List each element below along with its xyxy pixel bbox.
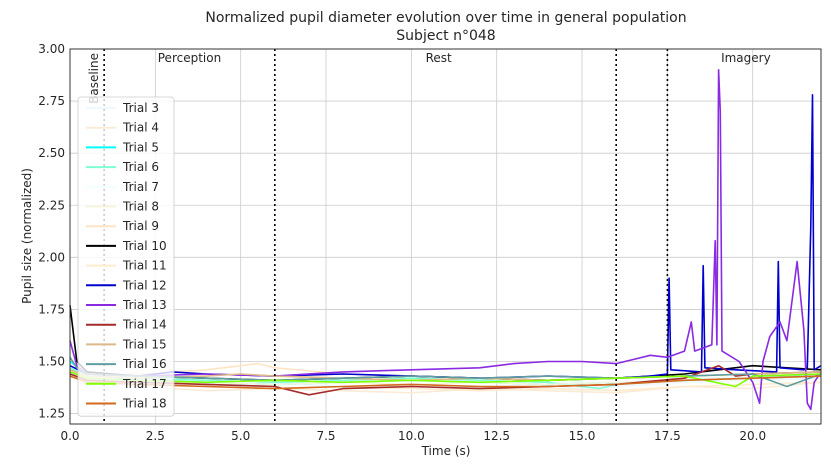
legend-label: Trial 15 [122,337,167,351]
legend-label: Trial 4 [122,121,159,135]
y-axis-label: Pupil size (normalized) [20,168,34,304]
x-tick-label: 15.0 [569,429,596,443]
legend-label: Trial 10 [122,239,167,253]
y-tick-label: 3.00 [38,42,65,56]
x-axis-label: Time (s) [421,444,471,458]
legend-label: Trial 13 [122,298,167,312]
legend-label: Trial 16 [122,357,167,371]
legend-label: Trial 18 [122,397,167,411]
phase-label: Imagery [721,51,771,65]
legend-label: Trial 6 [122,160,159,174]
chart-title: Normalized pupil diameter evolution over… [205,10,686,26]
legend-label: Trial 7 [122,180,159,194]
y-tick-label: 2.50 [38,146,65,160]
x-tick-label: 17.5 [654,429,681,443]
phase-label: Perception [158,51,221,65]
legend-label: Trial 9 [122,219,159,233]
legend-label: Trial 17 [122,377,167,391]
x-tick-label: 12.5 [483,429,510,443]
y-tick-label: 1.75 [38,302,65,316]
plot-frame [69,48,822,425]
phase-label: Baseline [87,53,101,104]
axes: 0.0 2.5 5.0 7.5 10.0 12.5 15.0 17.5 20.0 1.25 1.50… [38,42,822,443]
legend: Trial 3 Trial 4 Trial 5 Trial 6 Trial 7 Trial… [77,96,175,417]
y-tick-label: 2.75 [38,94,65,108]
chart-subtitle: Subject n°048 [396,28,495,44]
x-tick-label: 2.5 [146,429,165,443]
series-line-11 [69,69,822,411]
x-tick-label: 10.0 [398,429,425,443]
phase-label: Rest [426,51,452,65]
legend-label: Trial 12 [122,278,167,292]
legend-label: Trial 3 [122,101,159,115]
phase-layer: Baseline Perception Rest Imagery [87,49,771,424]
y-tick-label: 1.50 [38,355,65,369]
legend-box [77,96,175,417]
legend-label: Trial 8 [122,200,159,214]
x-tick-label: 20.0 [739,429,766,443]
legend-label: Trial 14 [122,318,167,332]
x-tick-label: 5.0 [231,429,250,443]
grid [69,48,821,424]
legend-label: Trial 5 [122,140,159,154]
y-tick-label: 2.00 [38,250,65,264]
x-tick-label: 0.0 [60,429,79,443]
legend-label: Trial 11 [122,259,167,273]
y-tick-label: 1.25 [38,407,65,421]
x-tick-label: 7.5 [316,429,335,443]
y-tick-label: 2.25 [38,198,65,212]
